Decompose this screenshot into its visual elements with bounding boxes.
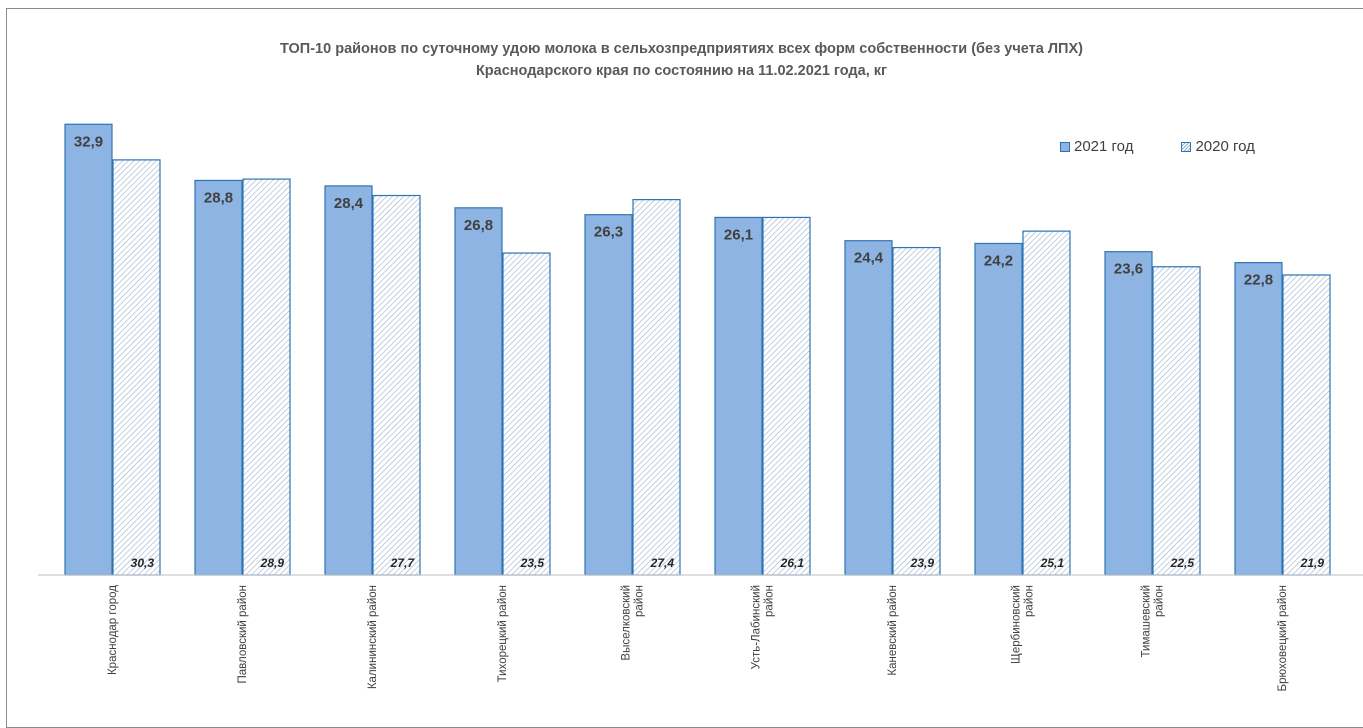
legend-item-2020: 2020 год	[1181, 138, 1255, 155]
chart-title-line-1: ТОП-10 районов по суточному удою молока …	[280, 41, 1083, 57]
data-label-2021-1: 32,9	[74, 133, 103, 150]
bar-2021-1	[64, 123, 113, 576]
bar-2021-10	[1234, 262, 1283, 576]
bar-2021-8	[974, 242, 1023, 576]
bar-2020-7	[892, 246, 941, 576]
x-tick-label-8: Щербиновскийрайон	[1011, 585, 1036, 664]
data-label-2020-2: 28,9	[260, 556, 285, 570]
legend: 2021 год 2020 год	[1060, 138, 1255, 155]
x-tick-label-6: Усть-Лабинскийрайон	[751, 585, 776, 669]
x-tick-label-3: Калининский район	[367, 585, 379, 689]
data-label-2021-3: 28,4	[334, 195, 364, 212]
legend-swatch-2020	[1181, 141, 1192, 152]
x-axis: Краснодар город Павловский район Калининск…	[38, 574, 1363, 691]
bar-2020-4	[502, 252, 551, 576]
bar-2020-3	[372, 194, 421, 576]
legend-label-2020: 2020 год	[1195, 138, 1255, 155]
bar-2020-1	[112, 159, 161, 576]
bar-2020-9	[1152, 266, 1201, 576]
bar-2021-4	[454, 207, 503, 576]
chart-title-line-2: Краснодарского края по состоянию на 11.0…	[475, 63, 888, 79]
data-label-2021-2: 28,8	[204, 189, 233, 206]
bar-2021-5	[584, 214, 633, 576]
data-label-2020-8: 25,1	[1040, 556, 1065, 570]
data-label-2021-10: 22,8	[1244, 272, 1273, 289]
x-tick-label-2: Павловский район	[237, 585, 249, 684]
data-label-2020-4: 23,5	[520, 556, 545, 570]
bar-2021-7	[844, 240, 893, 576]
data-label-2020-1: 30,3	[131, 556, 155, 570]
chart-title: ТОП-10 районов по суточному удою молока …	[0, 38, 1363, 82]
data-label-2021-5: 26,3	[594, 224, 623, 241]
data-label-2020-3: 27,7	[390, 556, 416, 570]
data-label-2020-7: 23,9	[910, 556, 935, 570]
data-label-2020-5: 27,4	[650, 556, 675, 570]
bar-2021-6	[714, 216, 763, 576]
data-label-2021-8: 24,2	[984, 252, 1013, 269]
bar-2021-9	[1104, 251, 1153, 576]
data-label-2021-6: 26,1	[724, 226, 753, 243]
data-label-2021-7: 24,4	[854, 250, 884, 267]
bar-chart: 32,9 30,3 28,8 28,9 28,4 27,7 26,8 23,5 26,3 27,4…	[38, 123, 1363, 691]
bar-2020-5	[632, 199, 681, 576]
data-label-2020-6: 26,1	[780, 556, 805, 570]
x-tick-label-10: Брюховецкий район	[1277, 585, 1289, 691]
legend-swatch-2021	[1060, 141, 1070, 152]
bar-2020-6	[762, 216, 811, 576]
bar-2021-2	[194, 179, 243, 576]
x-tick-label-7: Каневский район	[887, 585, 899, 676]
bars-layer	[64, 123, 1331, 576]
bar-2021-3	[324, 185, 373, 576]
data-label-2020-9: 22,5	[1170, 556, 1195, 570]
bar-2020-2	[242, 178, 291, 576]
bar-2020-10	[1282, 274, 1331, 576]
x-tick-label-4: Тихорецкий район	[497, 585, 509, 682]
data-label-2021-9: 23,6	[1114, 261, 1143, 278]
x-tick-label-5: Выселковскийрайон	[621, 585, 646, 661]
x-tick-label-1: Краснодар город	[107, 585, 119, 675]
legend-label-2021: 2021 год	[1074, 138, 1134, 155]
data-labels-layer: 32,9 30,3 28,8 28,9 28,4 27,7 26,8 23,5 26,3 27,4…	[74, 133, 1324, 570]
bar-2020-8	[1022, 230, 1071, 576]
x-tick-label-9: Тимашевскийрайон	[1141, 585, 1166, 657]
data-label-2020-10: 21,9	[1300, 556, 1325, 570]
data-label-2021-4: 26,8	[464, 217, 493, 234]
legend-item-2021: 2021 год	[1060, 138, 1133, 155]
